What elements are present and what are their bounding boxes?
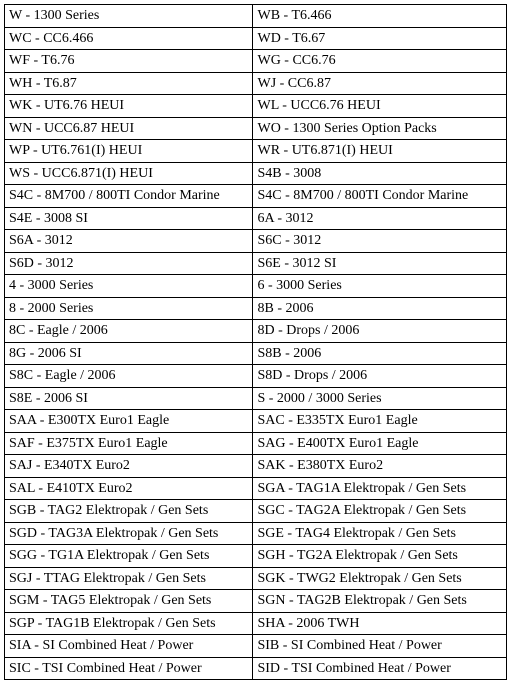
table-cell-right: SHA - 2006 TWH (253, 612, 507, 635)
table-cell-left: WN - UCC6.87 HEUI (5, 117, 253, 140)
table-cell-right: WB - T6.466 (253, 5, 507, 28)
table-cell-left: 8 - 2000 Series (5, 297, 253, 320)
table-cell-right: WD - T6.67 (253, 27, 507, 50)
table-row: S8E - 2006 SIS - 2000 / 3000 Series (5, 387, 507, 410)
table-row: SAA - E300TX Euro1 EagleSAC - E335TX Eur… (5, 410, 507, 433)
table-cell-left: WS - UCC6.871(I) HEUI (5, 162, 253, 185)
table-row: S4E - 3008 SI6A - 3012 (5, 207, 507, 230)
table-cell-right: SAG - E400TX Euro1 Eagle (253, 432, 507, 455)
table-cell-left: S6A - 3012 (5, 230, 253, 253)
engine-codes-table: W - 1300 SeriesWB - T6.466WC - CC6.466WD… (4, 4, 507, 680)
table-row: S6A - 3012S6C - 3012 (5, 230, 507, 253)
table-row: SGD - TAG3A Elektropak / Gen SetsSGE - T… (5, 522, 507, 545)
table-cell-left: SIA - SI Combined Heat / Power (5, 635, 253, 658)
table-cell-left: S6D - 3012 (5, 252, 253, 275)
table-cell-left: S8C - Eagle / 2006 (5, 365, 253, 388)
table-cell-left: SAJ - E340TX Euro2 (5, 455, 253, 478)
table-cell-right: SGH - TG2A Elektropak / Gen Sets (253, 545, 507, 568)
table-row: 8C - Eagle / 20068D - Drops / 2006 (5, 320, 507, 343)
table-cell-left: SAA - E300TX Euro1 Eagle (5, 410, 253, 433)
table-row: 8G - 2006 SIS8B - 2006 (5, 342, 507, 365)
table-cell-right: S8B - 2006 (253, 342, 507, 365)
table-cell-right: WL - UCC6.76 HEUI (253, 95, 507, 118)
table-cell-left: SGM - TAG5 Elektropak / Gen Sets (5, 590, 253, 613)
table-row: WK - UT6.76 HEUIWL - UCC6.76 HEUI (5, 95, 507, 118)
table-row: 4 - 3000 Series6 - 3000 Series (5, 275, 507, 298)
table-row: 8 - 2000 Series8B - 2006 (5, 297, 507, 320)
table-cell-right: SGE - TAG4 Elektropak / Gen Sets (253, 522, 507, 545)
table-row: W - 1300 SeriesWB - T6.466 (5, 5, 507, 28)
table-row: WN - UCC6.87 HEUIWO - 1300 Series Option… (5, 117, 507, 140)
table-cell-right: 8D - Drops / 2006 (253, 320, 507, 343)
table-cell-right: S4C - 8M700 / 800TI Condor Marine (253, 185, 507, 208)
table-cell-right: SAK - E380TX Euro2 (253, 455, 507, 478)
table-cell-left: SIC - TSI Combined Heat / Power (5, 657, 253, 680)
table-cell-right: S6E - 3012 SI (253, 252, 507, 275)
table-cell-right: S4B - 3008 (253, 162, 507, 185)
table-cell-left: SAF - E375TX Euro1 Eagle (5, 432, 253, 455)
table-cell-right: SGA - TAG1A Elektropak / Gen Sets (253, 477, 507, 500)
table-cell-right: WO - 1300 Series Option Packs (253, 117, 507, 140)
table-row: S4C - 8M700 / 800TI Condor MarineS4C - 8… (5, 185, 507, 208)
table-row: WH - T6.87WJ - CC6.87 (5, 72, 507, 95)
table-cell-right: WG - CC6.76 (253, 50, 507, 73)
table-cell-left: 4 - 3000 Series (5, 275, 253, 298)
table-cell-left: SGG - TG1A Elektropak / Gen Sets (5, 545, 253, 568)
table-cell-right: S6C - 3012 (253, 230, 507, 253)
table-cell-right: SGK - TWG2 Elektropak / Gen Sets (253, 567, 507, 590)
page-container: W - 1300 SeriesWB - T6.466WC - CC6.466WD… (0, 0, 511, 684)
table-cell-left: WF - T6.76 (5, 50, 253, 73)
table-cell-left: WC - CC6.466 (5, 27, 253, 50)
table-body: W - 1300 SeriesWB - T6.466WC - CC6.466WD… (5, 5, 507, 680)
table-row: SIA - SI Combined Heat / PowerSIB - SI C… (5, 635, 507, 658)
table-cell-left: WP - UT6.761(I) HEUI (5, 140, 253, 163)
table-cell-left: W - 1300 Series (5, 5, 253, 28)
table-cell-left: 8G - 2006 SI (5, 342, 253, 365)
table-cell-left: S8E - 2006 SI (5, 387, 253, 410)
table-cell-left: S4C - 8M700 / 800TI Condor Marine (5, 185, 253, 208)
table-cell-right: 8B - 2006 (253, 297, 507, 320)
table-cell-right: SID - TSI Combined Heat / Power (253, 657, 507, 680)
table-row: SIC - TSI Combined Heat / PowerSID - TSI… (5, 657, 507, 680)
table-cell-right: S - 2000 / 3000 Series (253, 387, 507, 410)
table-cell-right: SGC - TAG2A Elektropak / Gen Sets (253, 500, 507, 523)
table-row: SAF - E375TX Euro1 EagleSAG - E400TX Eur… (5, 432, 507, 455)
table-row: SAJ - E340TX Euro2SAK - E380TX Euro2 (5, 455, 507, 478)
table-row: WS - UCC6.871(I) HEUIS4B - 3008 (5, 162, 507, 185)
table-row: SAL - E410TX Euro2SGA - TAG1A Elektropak… (5, 477, 507, 500)
table-cell-left: WH - T6.87 (5, 72, 253, 95)
table-cell-right: S8D - Drops / 2006 (253, 365, 507, 388)
table-row: S6D - 3012S6E - 3012 SI (5, 252, 507, 275)
table-row: WP - UT6.761(I) HEUIWR - UT6.871(I) HEUI (5, 140, 507, 163)
table-row: SGG - TG1A Elektropak / Gen SetsSGH - TG… (5, 545, 507, 568)
table-cell-left: SGP - TAG1B Elektropak / Gen Sets (5, 612, 253, 635)
table-cell-right: SIB - SI Combined Heat / Power (253, 635, 507, 658)
table-cell-left: S4E - 3008 SI (5, 207, 253, 230)
table-cell-left: SGD - TAG3A Elektropak / Gen Sets (5, 522, 253, 545)
table-cell-right: SAC - E335TX Euro1 Eagle (253, 410, 507, 433)
table-cell-left: SGJ - TTAG Elektropak / Gen Sets (5, 567, 253, 590)
table-cell-right: WJ - CC6.87 (253, 72, 507, 95)
table-cell-left: WK - UT6.76 HEUI (5, 95, 253, 118)
table-row: S8C - Eagle / 2006S8D - Drops / 2006 (5, 365, 507, 388)
table-row: SGJ - TTAG Elektropak / Gen SetsSGK - TW… (5, 567, 507, 590)
table-cell-right: WR - UT6.871(I) HEUI (253, 140, 507, 163)
table-row: SGB - TAG2 Elektropak / Gen SetsSGC - TA… (5, 500, 507, 523)
table-cell-left: SAL - E410TX Euro2 (5, 477, 253, 500)
table-cell-right: 6 - 3000 Series (253, 275, 507, 298)
table-cell-left: SGB - TAG2 Elektropak / Gen Sets (5, 500, 253, 523)
table-row: WF - T6.76WG - CC6.76 (5, 50, 507, 73)
table-cell-left: 8C - Eagle / 2006 (5, 320, 253, 343)
table-row: SGM - TAG5 Elektropak / Gen SetsSGN - TA… (5, 590, 507, 613)
table-cell-right: SGN - TAG2B Elektropak / Gen Sets (253, 590, 507, 613)
table-row: SGP - TAG1B Elektropak / Gen SetsSHA - 2… (5, 612, 507, 635)
table-row: WC - CC6.466WD - T6.67 (5, 27, 507, 50)
table-cell-right: 6A - 3012 (253, 207, 507, 230)
